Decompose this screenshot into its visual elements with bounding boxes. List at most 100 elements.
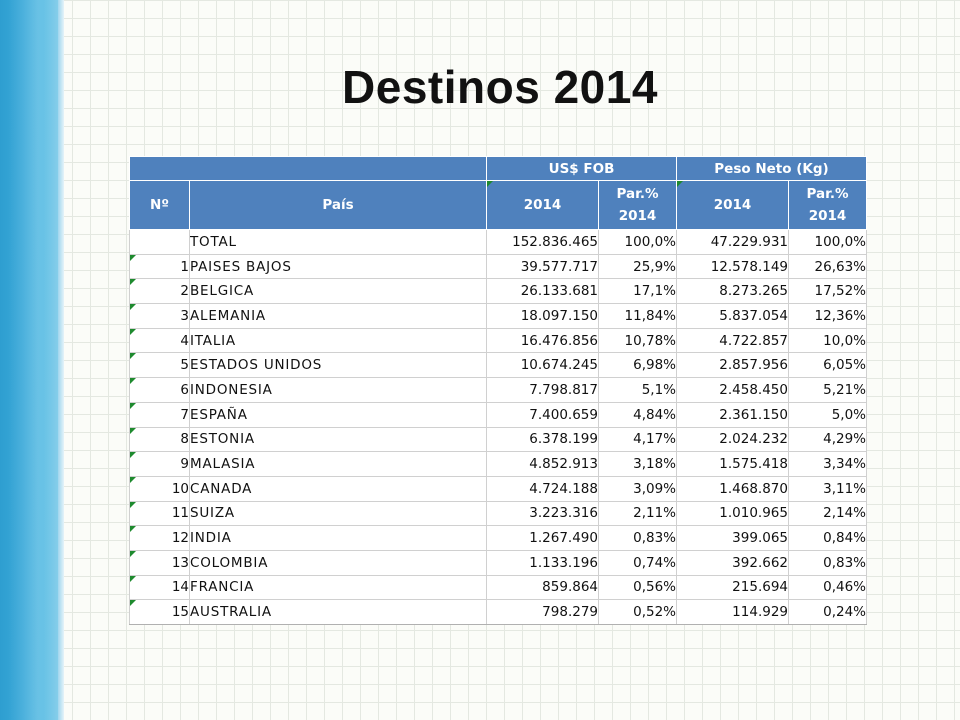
peso-value: 5.837.054: [676, 303, 789, 329]
fob-value: 10.674.245: [486, 352, 599, 379]
peso-share: 0,24%: [788, 599, 867, 625]
row-index: 6: [129, 377, 190, 403]
fob-share: 3,18%: [598, 451, 677, 477]
side-band-edge: [58, 0, 64, 720]
country-name: SUIZA: [189, 501, 487, 527]
peso-value: 2.458.450: [676, 377, 789, 403]
header-peso-par: Par.% 2014: [788, 180, 867, 230]
country-name: BELGICA: [189, 278, 487, 305]
fob-value: 1.267.490: [486, 525, 599, 551]
fob-share: 17,1%: [598, 278, 677, 305]
country-name: ALEMANIA: [189, 303, 487, 329]
peso-value: 4.722.857: [676, 328, 789, 354]
peso-share: 0,83%: [788, 550, 867, 576]
error-marker-icon: [130, 378, 136, 385]
side-decorative-band: [0, 0, 58, 720]
row-index: 7: [129, 402, 190, 428]
row-index: 4: [129, 328, 190, 354]
country-name: CANADA: [189, 476, 487, 502]
peso-share: 4,29%: [788, 427, 867, 453]
table-row: 14 FRANCIA 859.864 0,56% 215.694 0,46%: [129, 575, 867, 601]
header-fob-par: Par.% 2014: [598, 180, 677, 230]
fob-share: 4,84%: [598, 402, 677, 428]
table-row: 7 ESPAÑA 7.400.659 4,84% 2.361.150 5,0%: [129, 402, 867, 428]
row-index: 2: [129, 278, 190, 305]
table-row: 2 BELGICA 26.133.681 17,1% 8.273.265 17,52%: [129, 278, 867, 305]
destinos-table: US$ FOB Peso Neto (Kg) Nº País 2014 Par.…: [129, 156, 867, 625]
fob-share: 2,11%: [598, 501, 677, 527]
peso-share: 5,0%: [788, 402, 867, 428]
country-name: ESTADOS UNIDOS: [189, 352, 487, 379]
peso-value: 2.857.956: [676, 352, 789, 379]
fob-value: 3.223.316: [486, 501, 599, 527]
header-blank-group: [129, 156, 487, 181]
total-label: TOTAL: [189, 229, 487, 255]
row-index: 15: [129, 599, 190, 625]
fob-value: 798.279: [486, 599, 599, 625]
total-peso-par: 100,0%: [788, 229, 867, 255]
country-name: ITALIA: [189, 328, 487, 354]
error-marker-icon: [130, 279, 136, 286]
fob-share: 3,09%: [598, 476, 677, 502]
fob-share: 11,84%: [598, 303, 677, 329]
header-fob-year: 2014: [486, 180, 599, 230]
slide-title: Destinos 2014: [342, 61, 658, 113]
row-index: 5: [129, 352, 190, 379]
country-name: PAISES BAJOS: [189, 254, 487, 280]
country-name: INDIA: [189, 525, 487, 551]
fob-value: 1.133.196: [486, 550, 599, 576]
table-row: 1 PAISES BAJOS 39.577.717 25,9% 12.578.149 26…: [129, 254, 867, 280]
error-marker-icon: [130, 501, 136, 508]
fob-share: 4,17%: [598, 427, 677, 453]
fob-share: 5,1%: [598, 377, 677, 403]
error-marker-icon: [130, 600, 136, 607]
peso-share: 3,34%: [788, 451, 867, 477]
peso-share: 26,63%: [788, 254, 867, 280]
table-row: 15 AUSTRALIA 798.279 0,52% 114.929 0,24%: [129, 599, 867, 625]
peso-value: 8.273.265: [676, 278, 789, 305]
peso-share: 12,36%: [788, 303, 867, 329]
error-marker-icon: [487, 181, 493, 187]
fob-value: 16.476.856: [486, 328, 599, 354]
fob-value: 4.852.913: [486, 451, 599, 477]
country-name: MALASIA: [189, 451, 487, 477]
peso-share: 5,21%: [788, 377, 867, 403]
fob-value: 39.577.717: [486, 254, 599, 280]
error-marker-icon: [130, 427, 136, 434]
table-row: 3 ALEMANIA 18.097.150 11,84% 5.837.054 12,36%: [129, 303, 867, 329]
fob-share: 10,78%: [598, 328, 677, 354]
country-name: ESTONIA: [189, 427, 487, 453]
peso-value: 1.575.418: [676, 451, 789, 477]
error-marker-icon: [130, 550, 136, 557]
peso-share: 10,0%: [788, 328, 867, 354]
peso-value: 392.662: [676, 550, 789, 576]
error-marker-icon: [130, 402, 136, 409]
fob-value: 6.378.199: [486, 427, 599, 453]
error-marker-icon: [130, 526, 136, 533]
error-marker-icon: [130, 476, 136, 483]
peso-value: 2.361.150: [676, 402, 789, 428]
fob-share: 0,52%: [598, 599, 677, 625]
row-index: 8: [129, 427, 190, 453]
peso-share: 0,46%: [788, 575, 867, 601]
country-name: FRANCIA: [189, 575, 487, 601]
fob-value: 26.133.681: [486, 278, 599, 305]
row-index: 9: [129, 451, 190, 477]
table-row: 11 SUIZA 3.223.316 2,11% 1.010.965 2,14%: [129, 501, 867, 527]
row-index: 12: [129, 525, 190, 551]
peso-value: 399.065: [676, 525, 789, 551]
header-no: Nº: [129, 180, 190, 230]
header-pais: País: [189, 180, 487, 230]
error-marker-icon: [130, 575, 136, 582]
fob-value: 859.864: [486, 575, 599, 601]
fob-share: 6,98%: [598, 352, 677, 379]
total-fob-par: 100,0%: [598, 229, 677, 255]
error-marker-icon: [130, 452, 136, 459]
error-marker-icon: [677, 181, 683, 187]
peso-value: 114.929: [676, 599, 789, 625]
peso-share: 0,84%: [788, 525, 867, 551]
error-marker-icon: [130, 328, 136, 335]
fob-share: 0,83%: [598, 525, 677, 551]
row-index: 3: [129, 303, 190, 329]
error-marker-icon: [130, 254, 136, 261]
